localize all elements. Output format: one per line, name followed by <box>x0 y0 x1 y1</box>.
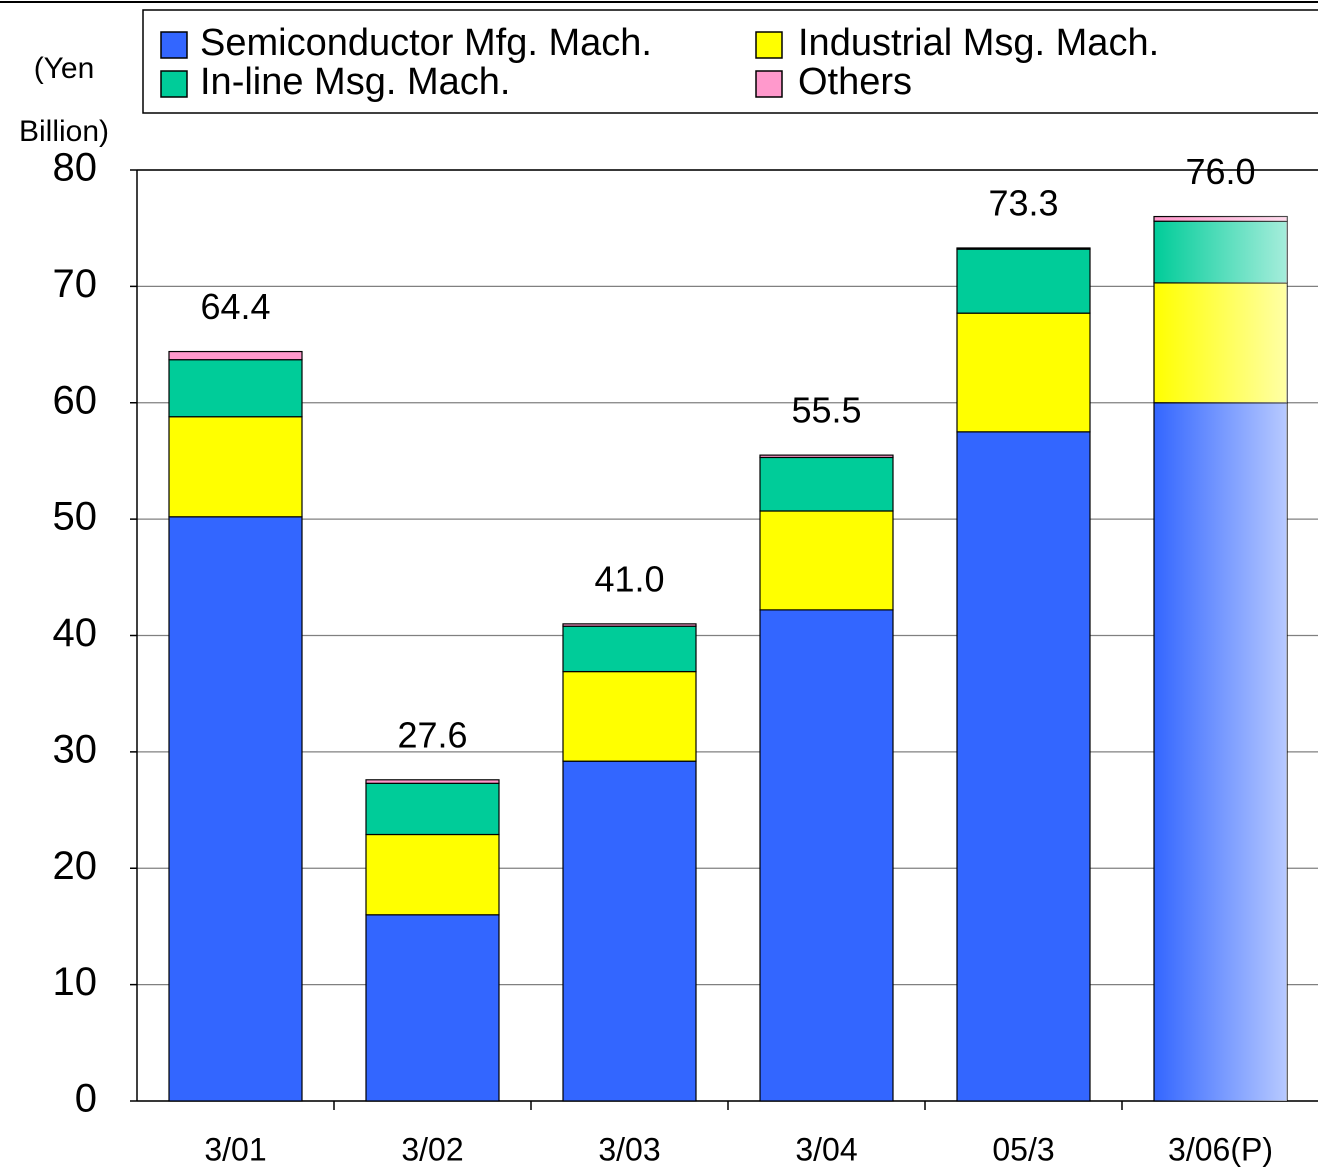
y-axis-label: (Yen <box>34 52 95 85</box>
x-tick-label: 05/3 <box>992 1131 1054 1167</box>
y-tick-label: 60 <box>53 378 98 422</box>
bar-segment <box>365 782 500 836</box>
bar-segment <box>956 247 1091 250</box>
x-tick-label: 3/02 <box>401 1131 463 1167</box>
bar-segment <box>365 779 500 784</box>
bar-segment <box>562 760 697 1102</box>
total-label: 64.4 <box>200 286 270 327</box>
y-tick-label: 0 <box>75 1077 97 1121</box>
bar-segment <box>759 510 894 611</box>
legend-swatch <box>160 70 188 98</box>
bar-segment <box>168 416 303 518</box>
y-axis-label: Billion) <box>19 115 109 148</box>
total-label: 27.6 <box>397 714 467 755</box>
bar-segment <box>956 312 1091 433</box>
bar-segment <box>956 248 1091 314</box>
bar-segment <box>365 833 500 916</box>
legend-swatch <box>755 31 783 59</box>
bar-segment <box>168 516 303 1102</box>
y-tick-label: 10 <box>53 960 98 1004</box>
y-tick-label: 30 <box>53 727 98 771</box>
bar-highlight <box>1154 216 1287 222</box>
bar-segment <box>168 350 303 361</box>
bar-segment <box>759 609 894 1102</box>
y-tick-label: 50 <box>53 495 98 539</box>
bar-highlight <box>1154 402 1287 1101</box>
bar-highlight <box>1154 282 1287 403</box>
bar-highlight <box>1154 221 1287 283</box>
y-tick-label: 80 <box>53 146 98 190</box>
bar-segment <box>956 431 1091 1102</box>
bar-segment <box>562 670 697 762</box>
y-tick-label: 70 <box>53 262 98 306</box>
bar-segment <box>562 625 697 673</box>
legend-swatch <box>755 70 783 98</box>
total-label: 76.0 <box>1185 151 1255 192</box>
legend-label: Others <box>798 61 912 103</box>
x-tick-label: 3/04 <box>795 1131 857 1167</box>
total-label: 73.3 <box>988 182 1058 223</box>
bar-segment <box>562 623 697 627</box>
bar-segment <box>759 454 894 459</box>
x-tick-label: 3/03 <box>598 1131 660 1167</box>
bar-segment <box>168 359 303 418</box>
total-label: 55.5 <box>791 390 861 431</box>
legend-swatch <box>160 31 188 59</box>
x-tick-label: 3/01 <box>204 1131 266 1167</box>
legend-label: Industrial Msg. Mach. <box>798 22 1159 64</box>
x-tick-label: 3/06(P) <box>1168 1131 1273 1167</box>
bar-segment <box>759 456 894 512</box>
legend-label: In-line Msg. Mach. <box>200 61 510 103</box>
legend-label: Semiconductor Mfg. Mach. <box>200 22 652 64</box>
total-label: 41.0 <box>594 558 664 599</box>
bar-segment <box>365 914 500 1102</box>
y-tick-label: 40 <box>53 611 98 655</box>
y-tick-label: 20 <box>53 844 98 888</box>
legend-box <box>142 9 1318 114</box>
